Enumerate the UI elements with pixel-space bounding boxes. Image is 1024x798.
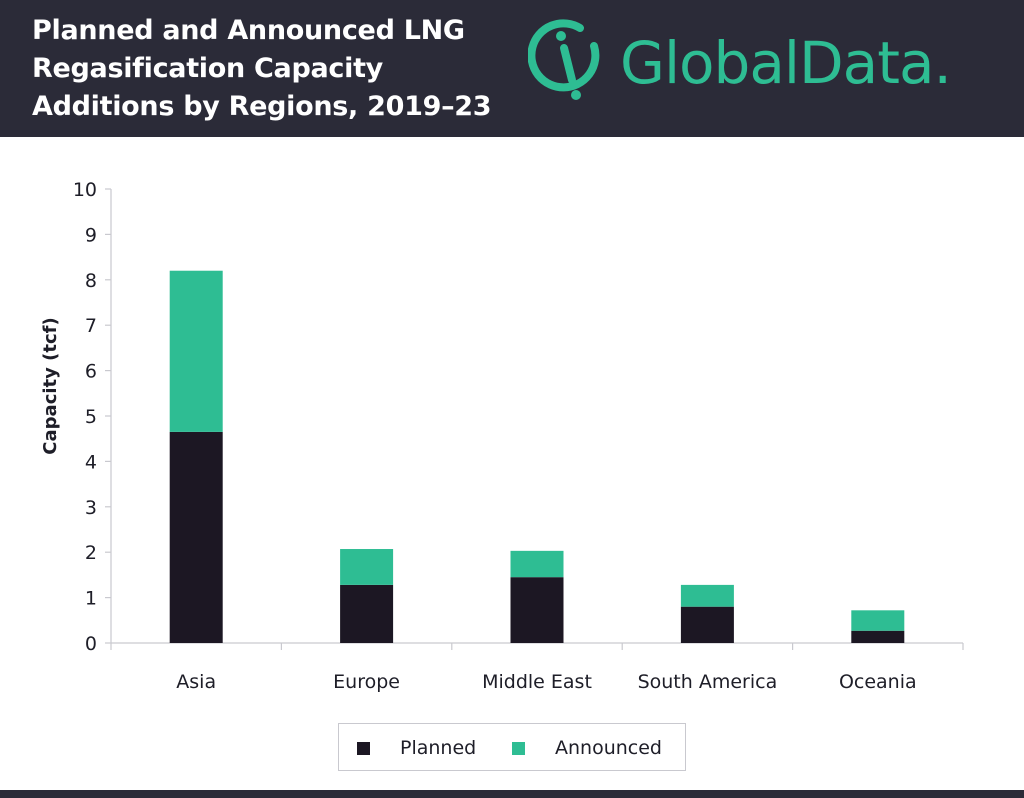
header-banner: Planned and Announced LNG Regasification… [0, 0, 1024, 137]
bar-planned-middle-east [510, 577, 564, 643]
y-tick-label: 1 [85, 588, 97, 610]
x-tick-label: Oceania [839, 671, 917, 693]
y-axis-title: Capacity (tcf) [40, 317, 61, 454]
x-tick-label: South America [638, 671, 778, 693]
bar-announced-europe [340, 549, 394, 585]
chart-title: Planned and Announced LNG Regasification… [32, 12, 552, 126]
bar-planned-oceania [851, 630, 905, 643]
legend: Planned Announced [338, 723, 686, 771]
y-tick-label: 9 [85, 224, 97, 246]
x-tick-label: Asia [176, 671, 216, 693]
x-axis: Asia Europe Middle East South America Oceani… [110, 642, 964, 693]
legend-item-planned: Planned [357, 736, 476, 760]
y-tick-label: 8 [85, 270, 97, 292]
title-line: Planned and Announced LNG [32, 15, 465, 46]
legend-label: Announced [555, 737, 662, 759]
y-tick-label: 6 [85, 361, 97, 383]
y-axis: 0 1 2 3 4 5 6 7 8 9 10 [73, 179, 112, 655]
y-tick-label: 10 [73, 179, 97, 201]
bar-announced-oceania [851, 610, 905, 631]
y-tick-label: 5 [85, 406, 97, 428]
globaldata-logo-icon [528, 19, 600, 100]
globaldata-logo: GlobalData. [528, 18, 1008, 108]
title-line: Additions by Regions, 2019–23 [32, 91, 492, 122]
logo-text: GlobalData. [620, 29, 952, 97]
legend-item-announced: Announced [512, 736, 662, 760]
bars [169, 270, 905, 643]
chart: 0 1 2 3 4 5 6 7 8 9 10 Asia Europe Middle East South … [40, 179, 964, 693]
legend-label: Planned [400, 737, 477, 759]
y-tick-label: 7 [85, 315, 97, 337]
y-tick-label: 4 [85, 451, 97, 473]
y-tick-label: 0 [85, 633, 97, 655]
bar-announced-asia [169, 270, 223, 432]
y-tick-label: 3 [85, 497, 97, 519]
x-tick-label: Europe [333, 671, 400, 693]
y-tick-label: 2 [85, 542, 97, 564]
legend-swatch-announced [512, 741, 525, 755]
bar-announced-middle-east [510, 550, 564, 578]
bar-planned-asia [169, 431, 223, 643]
bar-planned-europe [340, 584, 394, 643]
legend-swatch-planned [357, 741, 370, 755]
title-line: Regasification Capacity [32, 53, 383, 84]
bar-planned-south-america [680, 606, 734, 643]
x-tick-label: Middle East [482, 671, 592, 693]
bar-announced-south-america [680, 584, 734, 607]
footer-bar [0, 790, 1024, 798]
